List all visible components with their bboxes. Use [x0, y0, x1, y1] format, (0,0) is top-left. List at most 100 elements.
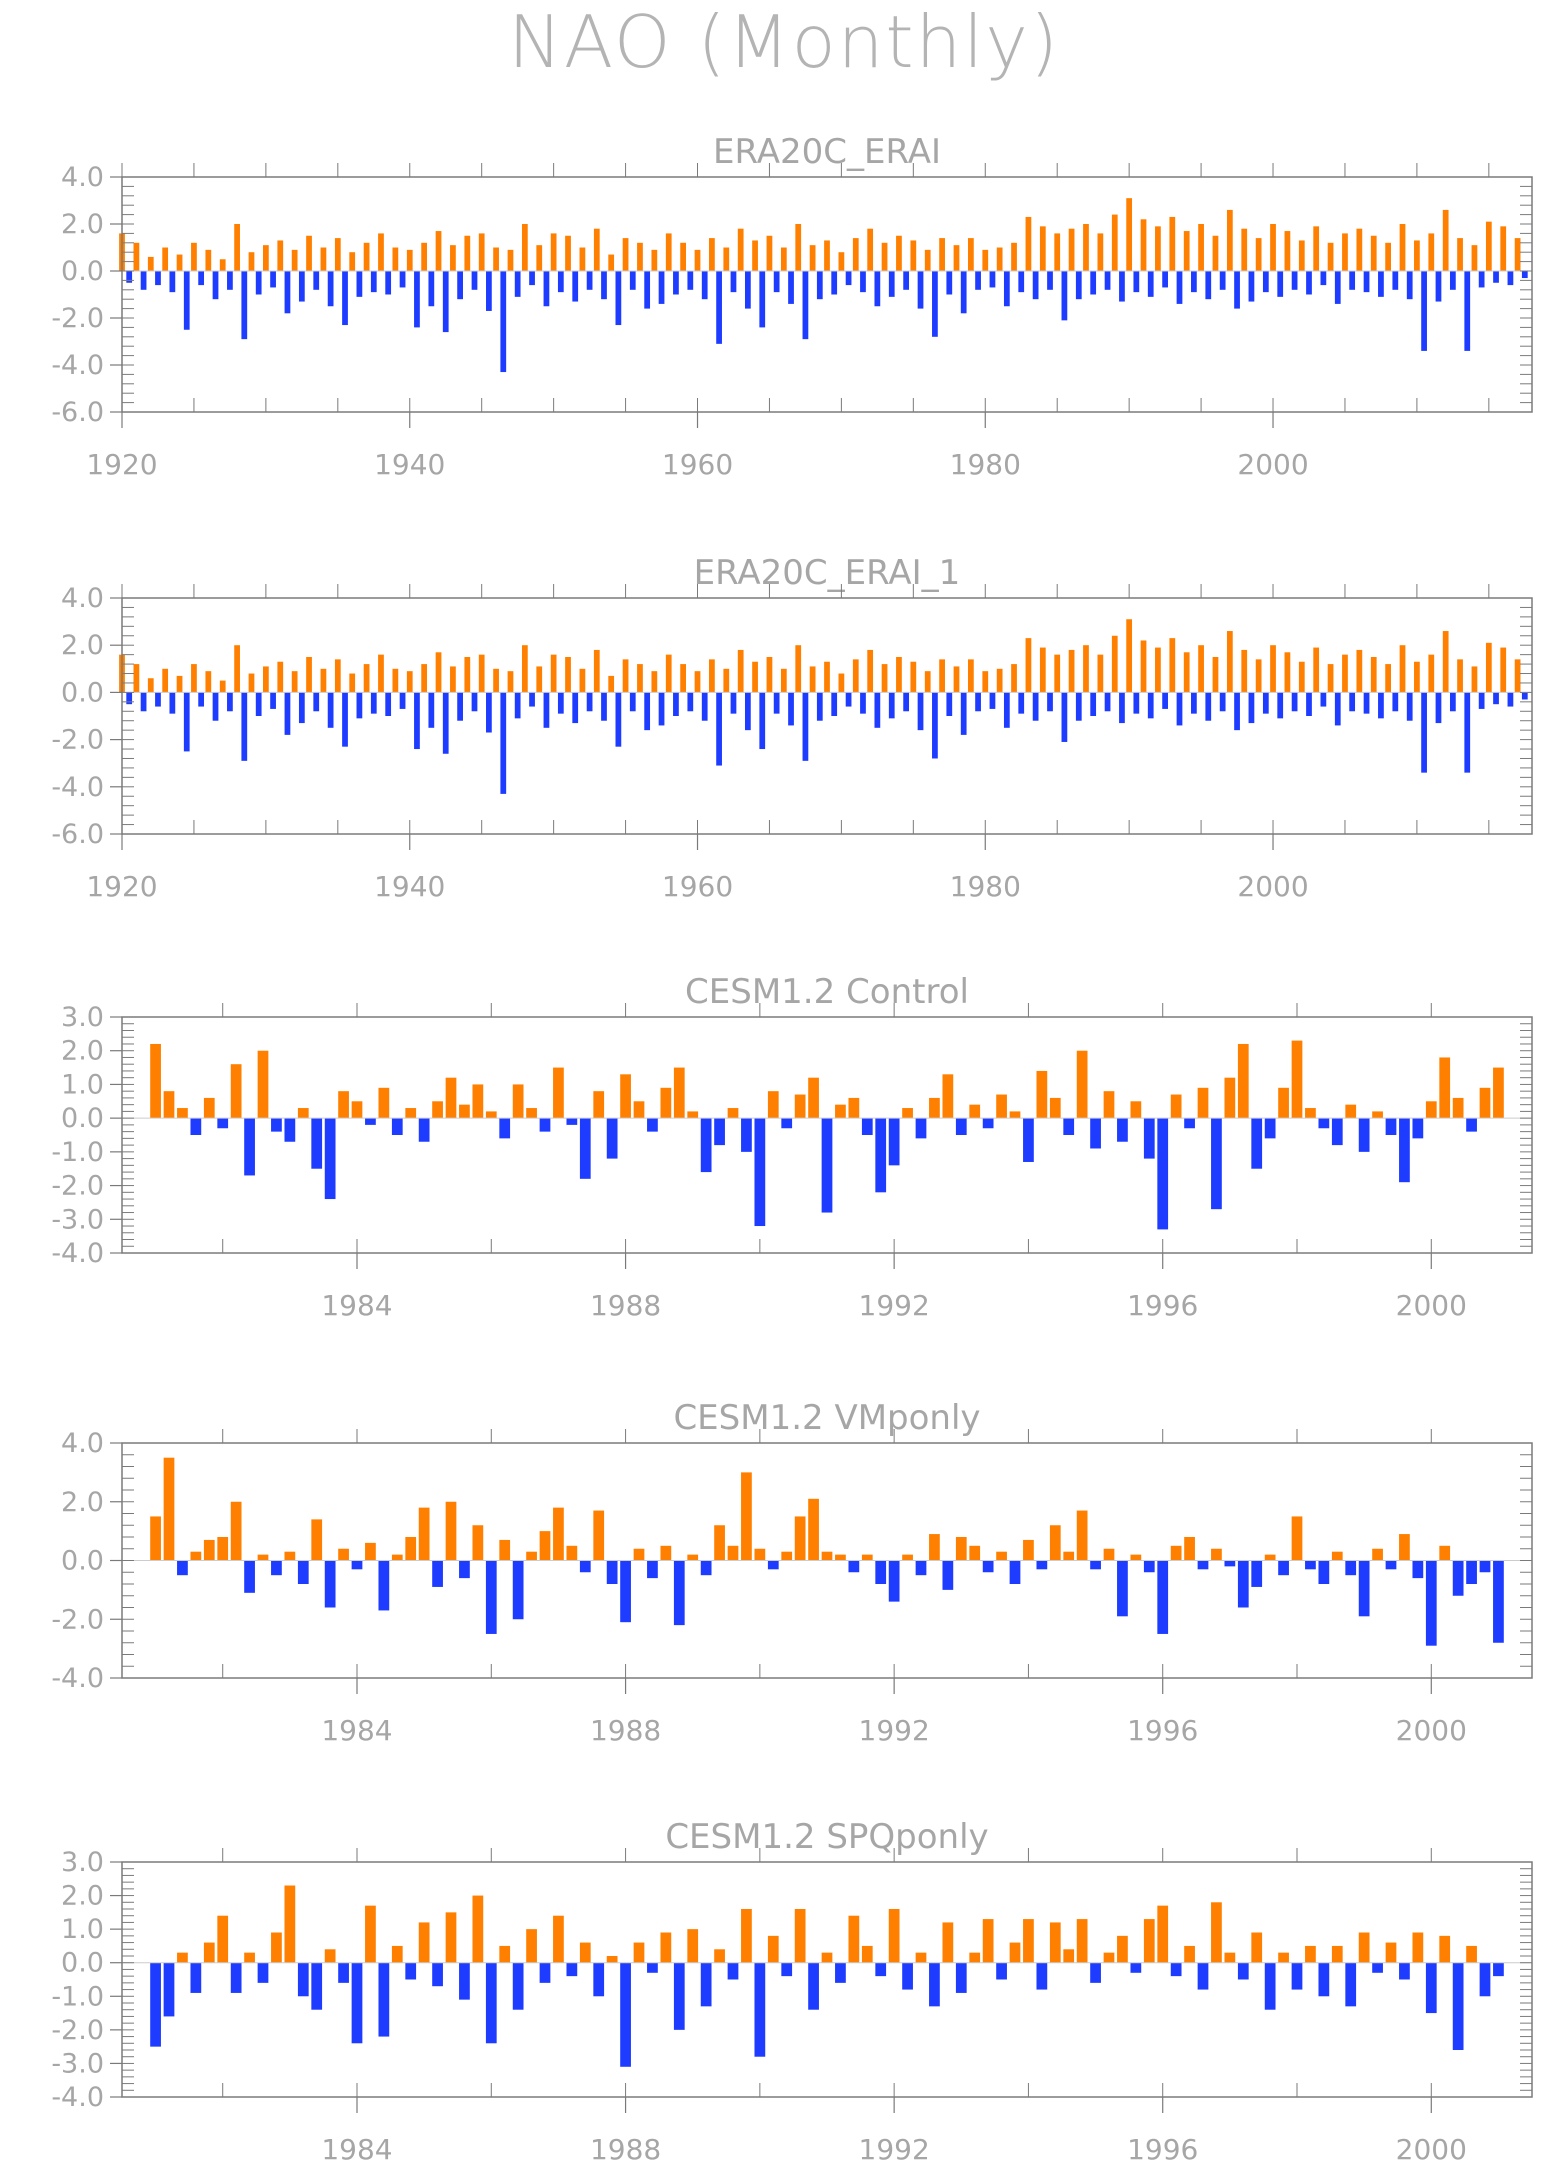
bar-34	[356, 692, 363, 719]
y-tick-label: 0.0	[61, 677, 104, 708]
bar-76	[1157, 1118, 1169, 1230]
bar-64	[572, 692, 579, 724]
bar-46	[442, 271, 449, 333]
bar-43	[421, 242, 428, 271]
bar-2	[163, 1457, 175, 1561]
bar-61	[550, 654, 557, 693]
bar-12	[297, 1560, 309, 1584]
bar-25	[291, 671, 298, 693]
bar-33	[579, 1118, 591, 1179]
bar-65	[579, 668, 586, 693]
bar-5	[203, 1097, 215, 1119]
bar-74	[644, 271, 651, 309]
x-tick-label: 1992	[859, 2133, 930, 2166]
bar-21	[263, 666, 269, 693]
bar-114	[932, 271, 938, 337]
y-tick-label: -4.0	[51, 772, 104, 803]
bar-163	[1284, 231, 1291, 271]
bar-85	[723, 247, 730, 271]
y-tick-label: 1.0	[61, 1914, 104, 1945]
bar-182	[1421, 692, 1427, 773]
bar-91	[1358, 1560, 1370, 1617]
bar-9	[257, 1962, 269, 1983]
bar-20	[405, 1108, 417, 1119]
bar-56	[514, 692, 521, 719]
bar-4	[190, 1962, 202, 1993]
bar-11	[191, 664, 197, 693]
bar-116	[946, 271, 953, 295]
bar-3	[177, 1560, 188, 1576]
bar-30	[539, 1531, 551, 1561]
plot-frame	[121, 1016, 1533, 1254]
bar-40	[399, 692, 406, 709]
bar-114	[932, 692, 938, 759]
bar-112	[917, 271, 924, 309]
bar-60	[543, 271, 550, 307]
bar-151	[1198, 224, 1204, 271]
bar-77	[665, 233, 672, 271]
bar-72	[1103, 1952, 1115, 1963]
bar-26	[298, 271, 305, 302]
bar-39	[660, 1545, 672, 1561]
bar-53	[493, 247, 499, 271]
bar-68	[1049, 1922, 1061, 1963]
bar-167	[1313, 226, 1320, 271]
bar-84	[1264, 1118, 1276, 1139]
page-title: NAO (Monthly)	[508, 0, 1060, 84]
bar-61	[955, 1962, 967, 1993]
bar-56	[514, 271, 521, 297]
bar-86	[1291, 1040, 1303, 1119]
bar-45	[435, 231, 442, 271]
bar-135	[1083, 645, 1089, 693]
bar-90	[759, 692, 766, 750]
bar-150	[1191, 692, 1197, 714]
bar-93	[1385, 1118, 1397, 1135]
bar-82	[1237, 1043, 1249, 1119]
bar-20	[255, 271, 262, 295]
bar-153	[1212, 657, 1219, 693]
bar-65	[579, 247, 586, 271]
bar-33	[579, 1942, 591, 1963]
bar-25	[472, 1084, 484, 1119]
bar-35	[363, 664, 370, 693]
bar-184	[1435, 692, 1442, 724]
x-tick-label: 2000	[1237, 870, 1308, 903]
bar-4	[190, 1118, 202, 1135]
bar-53	[848, 1915, 860, 1963]
bar-145	[1155, 647, 1161, 693]
bar-25	[291, 249, 298, 271]
bar-80	[1211, 1118, 1222, 1210]
bar-51	[821, 1118, 833, 1213]
bar-132	[1061, 271, 1068, 321]
bar-86	[730, 692, 737, 714]
bar-55	[875, 1560, 887, 1584]
bar-33	[579, 1560, 591, 1573]
bar-90	[1345, 1560, 1357, 1576]
chart-panel-5: CESM1.2 SPQponly 3.02.01.00.0-1.0-2.0-3.0…	[51, 1817, 1533, 2166]
bar-76	[658, 271, 665, 304]
bar-24	[459, 1104, 470, 1119]
bar-74	[644, 692, 651, 731]
bar-56	[888, 1560, 900, 1602]
bar-156	[1234, 692, 1240, 731]
bar-40	[399, 271, 406, 288]
bar-147	[1169, 638, 1176, 693]
bar-87	[737, 228, 744, 271]
bar-164	[1291, 692, 1298, 712]
bar-50	[471, 271, 478, 290]
bar-7	[230, 1962, 242, 1993]
bar-88	[744, 692, 751, 731]
bar-133	[1068, 649, 1075, 693]
bar-181	[1414, 240, 1420, 271]
bar-137	[1097, 654, 1104, 693]
bar-100	[1479, 1087, 1491, 1119]
bar-184	[1435, 271, 1442, 302]
bar-7	[162, 668, 169, 693]
bar-145	[1155, 226, 1161, 271]
bar-49	[464, 235, 471, 271]
bar-12	[198, 692, 205, 707]
bar-183	[1428, 654, 1435, 693]
bar-30	[327, 692, 334, 728]
bar-38	[385, 271, 392, 295]
bar-160	[1262, 692, 1269, 714]
